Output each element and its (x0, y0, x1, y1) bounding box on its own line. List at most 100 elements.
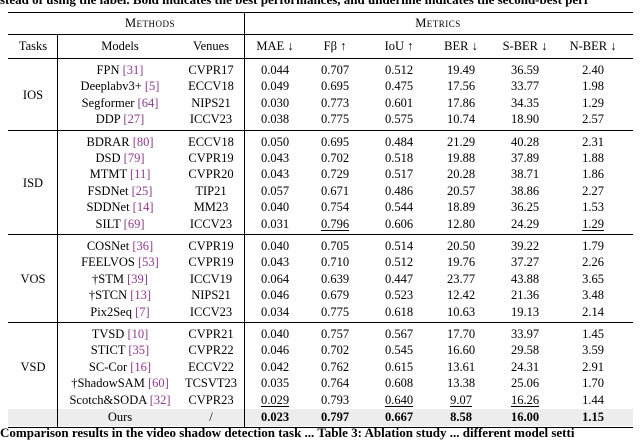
model-label: FSDNet (87, 183, 132, 198)
venue-cell: ECCV22 (188, 359, 234, 374)
metric-ber-cell: 17.56 (446, 79, 476, 94)
metric-iou-cell: 0.512 (384, 63, 414, 77)
citation-ref: [60] (147, 376, 169, 391)
metric-nber-cell: 1.88 (582, 151, 604, 165)
metric-fbeta-cell: 0.707 (320, 63, 350, 77)
metric-iou-cell: 0.608 (384, 376, 414, 391)
metric-ber-cell: 9.07 (450, 392, 472, 407)
metric-ber-cell: 20.57 (446, 183, 476, 198)
model-label: DSD (95, 151, 124, 165)
citation-ref: [13] (130, 288, 152, 303)
metric-nber-cell: 1.86 (582, 167, 604, 182)
model-name: TVSD [10] (60, 326, 180, 342)
metric-fbeta-cell: 0.695 (320, 134, 350, 149)
metric-fbeta-cell: 0.695 (320, 79, 350, 94)
model-label: Scotch&SODA (69, 392, 150, 407)
venue-cell: CVPR19 (188, 239, 234, 253)
citation-ref: [80] (132, 134, 154, 149)
metric-mae-cell: 0.035 (260, 376, 290, 391)
metric-sber-cell: 38.86 (510, 183, 540, 198)
ours-metric-mae: 0.023 (260, 410, 290, 424)
metric-ber-cell: 19.88 (446, 151, 476, 165)
metric-iou-cell: 0.618 (384, 304, 414, 319)
metric-iou-cell: 0.606 (384, 216, 414, 231)
ours-metric-fbeta: 0.797 (320, 410, 350, 424)
model-label: FPN (96, 63, 123, 77)
model-label: DDP (95, 112, 124, 127)
metric-sber-cell: 36.25 (510, 200, 540, 215)
metric-mae-cell: 0.038 (260, 112, 290, 127)
metric-fbeta-cell: 0.757 (320, 327, 350, 341)
metric-iou-cell: 0.517 (384, 167, 414, 182)
citation-ref: [69] (123, 216, 145, 231)
venue-cell: ICCV23 (189, 216, 233, 231)
model-name: FSDNet [25] (60, 183, 180, 199)
metric-mae-cell: 0.034 (260, 304, 290, 319)
model-name: †STM [39] (60, 271, 180, 287)
model-label: †ShadowSAM (71, 376, 148, 391)
header-bottom-rule (8, 58, 633, 59)
citation-ref: [16] (130, 359, 152, 374)
metric-sber-cell: 36.59 (510, 63, 540, 77)
metric-ber-cell: 19.76 (446, 255, 476, 270)
metric-fbeta-cell: 0.702 (320, 151, 350, 165)
table-top-rule (8, 12, 633, 14)
ours-venue: / (209, 410, 213, 424)
metric-mae-cell: 0.050 (260, 134, 290, 149)
ours-row-highlight (8, 409, 633, 426)
group-separator (8, 322, 633, 323)
metric-nber-cell: 1.44 (582, 392, 604, 407)
metric-iou-cell: 0.615 (384, 359, 414, 374)
ours-metric-ber: 8.58 (450, 410, 472, 424)
venue-cell: CVPR23 (188, 392, 234, 407)
citation-ref: [10] (127, 327, 149, 341)
metric-mae-cell: 0.046 (260, 343, 290, 358)
metric-iou-cell: 0.544 (384, 200, 414, 215)
vrule-after-venues (244, 12, 245, 427)
metric-fbeta-cell: 0.702 (320, 343, 350, 358)
metric-mae-cell: 0.057 (260, 183, 290, 198)
model-name: STICT [35] (60, 342, 180, 358)
metric-nber-cell: 2.27 (582, 183, 604, 198)
metric-iou-cell: 0.518 (384, 151, 414, 165)
citation-ref: [35] (128, 343, 150, 358)
model-label: TVSD (91, 327, 128, 341)
metric-fbeta-cell: 0.773 (320, 95, 350, 110)
metric-nber-cell: 2.14 (582, 304, 604, 319)
metric-fbeta-cell: 0.775 (320, 112, 350, 127)
metric-fbeta-cell: 0.754 (320, 200, 350, 215)
metric-sber-cell: 24.31 (510, 359, 540, 374)
venue-cell: NIPS21 (191, 95, 231, 110)
metric-ber-cell: 20.28 (446, 167, 476, 182)
metric-sber-cell: 40.28 (510, 134, 540, 149)
metric-mae-cell: 0.046 (260, 288, 290, 303)
model-label: MTMT (89, 167, 131, 182)
metric-nber-cell: 2.31 (582, 134, 604, 149)
metric-sber-cell: 16.26 (510, 392, 540, 407)
ours-metric-sber: 16.00 (510, 410, 540, 424)
caption-bottom: Comparison results in the video shadow d… (0, 425, 575, 440)
metric-nber-cell: 1.45 (582, 327, 604, 341)
metric-ber-cell: 23.77 (446, 271, 476, 286)
metric-nber-cell: 1.98 (582, 79, 604, 94)
citation-ref: [39] (127, 271, 148, 286)
venue-cell: MM23 (193, 200, 229, 215)
venue-cell: ICCV19 (189, 271, 233, 286)
task-label: ISD (22, 175, 44, 190)
model-name: Segformer [64] (60, 95, 180, 111)
venue-cell: CVPR20 (188, 167, 234, 182)
venue-cell: ICCV23 (189, 304, 233, 319)
metric-sber-cell: 24.29 (510, 216, 540, 231)
metric-nber-cell: 1.79 (582, 239, 604, 253)
metric-ber-cell: 13.38 (446, 376, 476, 391)
model-name: DDP [27] (60, 111, 180, 127)
citation-ref: [31] (122, 63, 144, 77)
citation-ref: [32] (149, 392, 171, 407)
metric-mae-cell: 0.043 (260, 167, 290, 182)
metric-iou-cell: 0.475 (384, 79, 414, 94)
venue-cell: ECCV18 (188, 134, 234, 149)
col-header-models: Models (101, 39, 139, 53)
metric-sber-cell: 33.97 (510, 327, 540, 341)
model-name: Scotch&SODA [32] (60, 392, 180, 408)
metric-sber-cell: 38.71 (510, 167, 540, 182)
